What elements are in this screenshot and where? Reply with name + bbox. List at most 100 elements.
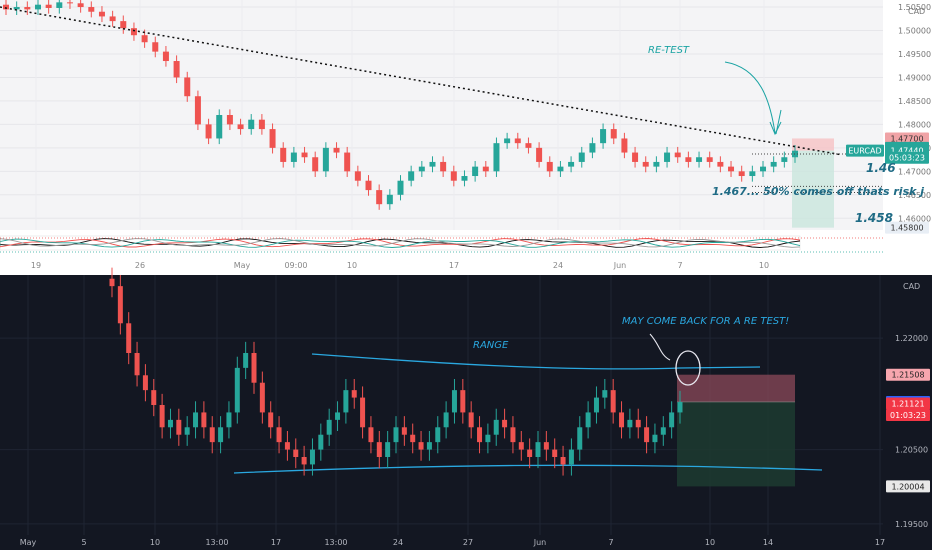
price-tag-bg [885,221,929,234]
candle-body [351,390,357,398]
candle-body [365,180,372,191]
candle-body [461,176,468,181]
candle-body [268,412,274,428]
candle-body [728,166,735,172]
candle-body [451,390,457,413]
candle-body [426,442,432,450]
x-tick-label: 14 [763,538,773,547]
annotation-range: RANGE [473,340,509,351]
candle-body [142,375,148,391]
candle-body [301,152,308,158]
candle-body [344,152,351,172]
candle-body [401,427,407,435]
candle-body [120,21,127,29]
x-tick-label: 13:00 [205,538,228,547]
candle-body [568,449,574,465]
candle-body [653,161,660,167]
x-tick-label: 10 [347,261,357,270]
candle-body [159,405,165,428]
candle-body [368,427,374,443]
bottom-price-axis[interactable]: 1.22000 1.20500 1.19500 CAD [895,282,928,529]
x-tick-label: 27 [463,538,473,547]
candle-body [209,427,215,443]
candle-body [293,449,299,457]
candle-body [184,77,191,97]
candle-body [201,412,207,428]
candle-body [226,115,233,125]
candle-body [568,161,575,167]
candle-body [738,171,745,177]
currency-label: CAD [908,7,925,16]
price-tag-bg [885,132,929,145]
candle-body [472,166,479,177]
candle-body [493,143,500,172]
candle-body [13,7,20,10]
target-zone [677,401,795,487]
candle-body [440,161,447,172]
oscillator-line [0,238,801,248]
annotation-level-146: 1.46 [866,161,896,175]
candle-body [485,434,491,443]
candle-body [167,419,173,428]
candle-body [77,3,84,8]
candle-body [760,166,767,172]
candle-body [376,190,383,205]
top-time-axis[interactable]: 19 26 May 09:00 10 17 24 Jun 7 10 [31,261,769,270]
candle-body [301,457,307,465]
candle-body [66,2,73,4]
candle-body [151,390,157,405]
price-tag-label: 1.45800 [890,224,923,233]
candle-body [385,442,391,457]
candle-body [152,42,159,52]
candle-body [502,419,508,428]
candle-body [251,353,257,383]
candle-body [109,16,116,22]
x-tick-label: Jun [533,538,547,547]
candle-body [162,51,169,62]
x-tick-label: 17 [449,261,459,270]
candle-body [360,397,366,428]
retest-arrow [724,61,776,134]
candle-body [660,427,666,435]
candle-body [176,419,182,435]
candle-body [237,124,244,130]
top-annotations: RE-TEST 1.46 1.467... 50% comes off that… [648,45,924,225]
top-price-tags: 1.477001.475001.4744005:03:231.45800EURC… [846,132,929,234]
x-tick-label: May [20,538,37,547]
candle-body [706,157,713,162]
price-tag-bg [886,397,930,410]
candle-body [543,442,549,450]
x-tick-label: 10 [759,261,769,270]
candle-body [290,152,297,162]
candle-body [194,96,201,125]
bottom-drawings [233,333,823,474]
candle-body [685,157,692,162]
candle-body [326,419,332,435]
candle-body [482,166,489,172]
bottom-time-axis[interactable]: May 5 10 13:00 17 13:00 24 27 Jun 7 10 14 17 [20,538,885,547]
bottom-annotations: RANGE MAY COME BACK FOR A RE TEST! [473,316,789,351]
candle-body [386,194,393,205]
retest-arrow-2 [775,109,782,135]
candle-body [477,427,483,443]
price-tag-label: 1.47440 [890,147,923,156]
candle-body [749,171,756,177]
candle-body [24,7,31,10]
candle-body [134,353,140,376]
candle-body [410,434,416,443]
candle-body [130,28,137,36]
candle-body [602,390,608,398]
candle-body [276,427,282,443]
x-tick-label: 10 [150,538,160,547]
candle-body [619,412,625,428]
stop-zone [677,374,795,402]
price-tag-label: 05:03:23 [889,154,925,163]
candle-body [173,61,180,78]
stop-zone [792,138,834,151]
candle-body [593,397,599,413]
target-zone [792,150,834,228]
y-tick-label: 1.49500 [898,50,931,59]
range-bottom-line [233,464,823,474]
